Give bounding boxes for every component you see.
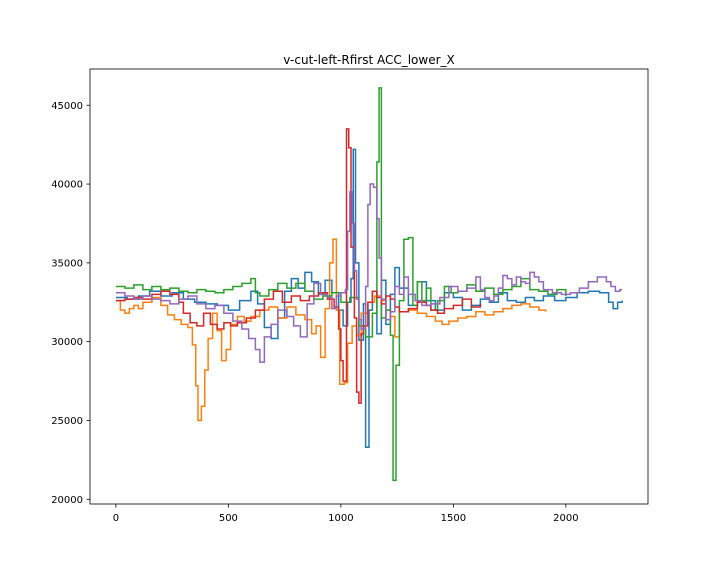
y-tick-label: 40000 bbox=[51, 180, 83, 191]
chart-title: v-cut-left-Rfirst ACC_lower_X bbox=[283, 53, 455, 67]
series-line-2 bbox=[115, 238, 547, 422]
x-tick-label: 1500 bbox=[441, 513, 466, 524]
x-tick-label: 2000 bbox=[553, 513, 578, 524]
series-line-4 bbox=[115, 128, 482, 404]
x-tick-label: 500 bbox=[219, 513, 238, 524]
y-tick-label: 20000 bbox=[51, 495, 83, 506]
series-line-5 bbox=[115, 183, 623, 363]
x-tick-label: 1000 bbox=[328, 513, 353, 524]
y-tick-label: 35000 bbox=[51, 258, 83, 269]
series-line-1 bbox=[115, 148, 623, 449]
series-line-3 bbox=[115, 87, 567, 482]
x-tick-label: 0 bbox=[113, 513, 119, 524]
plot-frame bbox=[89, 68, 649, 505]
y-tick-label: 45000 bbox=[51, 101, 83, 112]
series-layer bbox=[115, 87, 623, 482]
y-tick-label: 30000 bbox=[51, 337, 83, 348]
y-tick-label: 25000 bbox=[51, 416, 83, 427]
y-axis: 20000 25000 30000 35000 40000 45000 bbox=[51, 101, 90, 506]
x-axis: 0 500 1000 1500 2000 bbox=[113, 504, 579, 524]
